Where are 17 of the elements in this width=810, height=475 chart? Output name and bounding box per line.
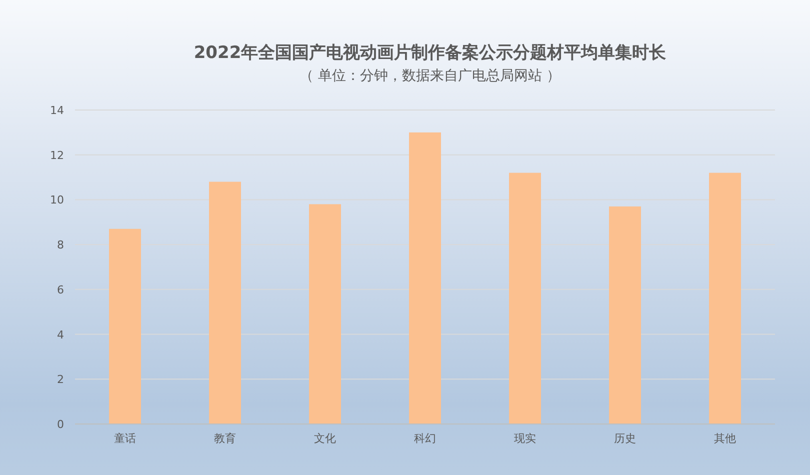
x-tick-label: 科幻 — [414, 432, 436, 445]
x-tick-label: 现实 — [514, 432, 536, 445]
y-tick-label: 10 — [50, 194, 64, 207]
chart-subtitle: （ 单位：分钟，数据来自广电总局网站 ） — [300, 68, 560, 84]
x-tick-label: 文化 — [314, 432, 336, 445]
y-tick-label: 0 — [57, 418, 64, 431]
y-tick-label: 6 — [57, 283, 64, 296]
y-tick-label: 4 — [57, 328, 64, 342]
y-tick-label: 8 — [57, 238, 64, 252]
x-tick-label: 教育 — [214, 432, 236, 445]
y-tick-label: 14 — [50, 104, 64, 117]
x-tick-label: 其他 — [714, 432, 736, 445]
x-tick-label: 历史 — [614, 432, 636, 445]
chart-title: 2022年全国国产电视动画片制作备案公示分题材平均单集时长 — [194, 42, 668, 63]
x-tick-label: 童话 — [114, 432, 136, 445]
y-tick-label: 12 — [50, 148, 64, 162]
y-tick-label: 2 — [57, 373, 64, 386]
